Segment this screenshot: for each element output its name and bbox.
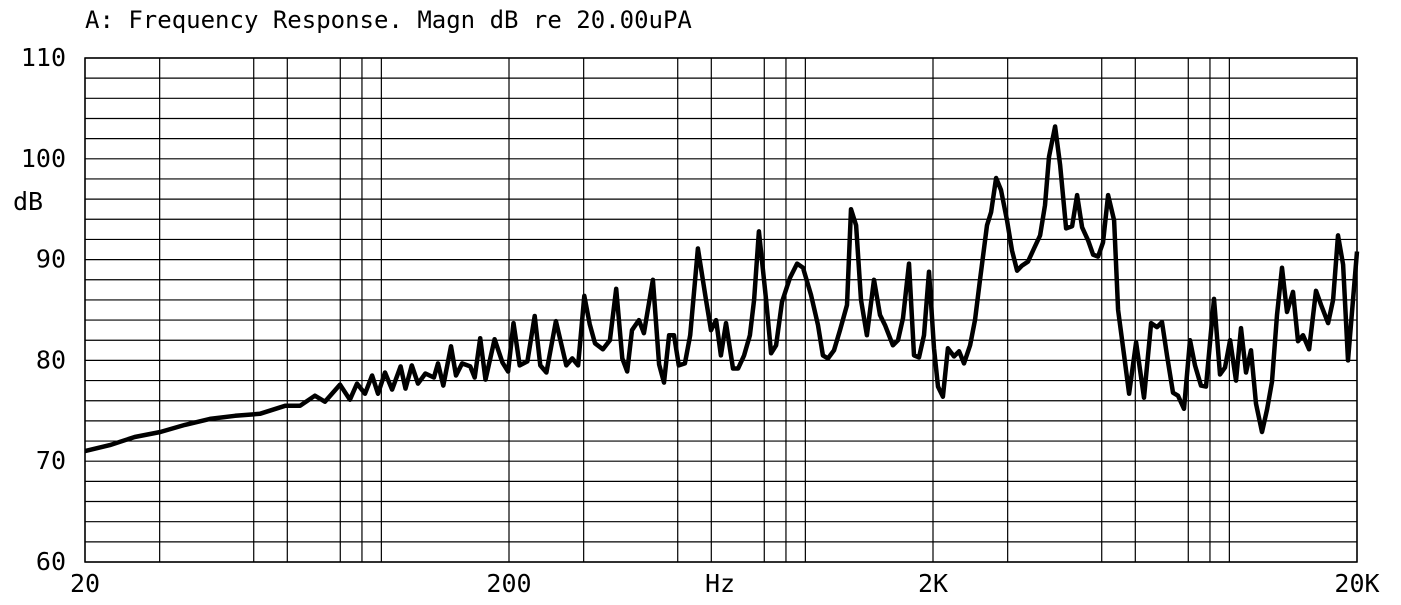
plot-frame [84, 57, 1358, 563]
y-tick-label: 100 [21, 144, 66, 173]
x-axis-label: Hz [705, 569, 735, 598]
chart-title: A: Frequency Response. Magn dB re 20.00u… [85, 6, 692, 34]
y-tick-label: 80 [36, 345, 66, 374]
x-tick-label: 200 [486, 569, 531, 598]
y-tick-label: 70 [36, 446, 66, 475]
y-tick-label: 60 [36, 547, 66, 576]
y-axis-label: dB [13, 187, 43, 216]
x-tick-label: 20K [1334, 569, 1379, 598]
x-tick-label: 20 [70, 569, 100, 598]
y-tick-label: 90 [36, 245, 66, 274]
x-tick-label: 2K [918, 569, 948, 598]
y-tick-label: 110 [21, 43, 66, 72]
response-line [84, 124, 1360, 454]
